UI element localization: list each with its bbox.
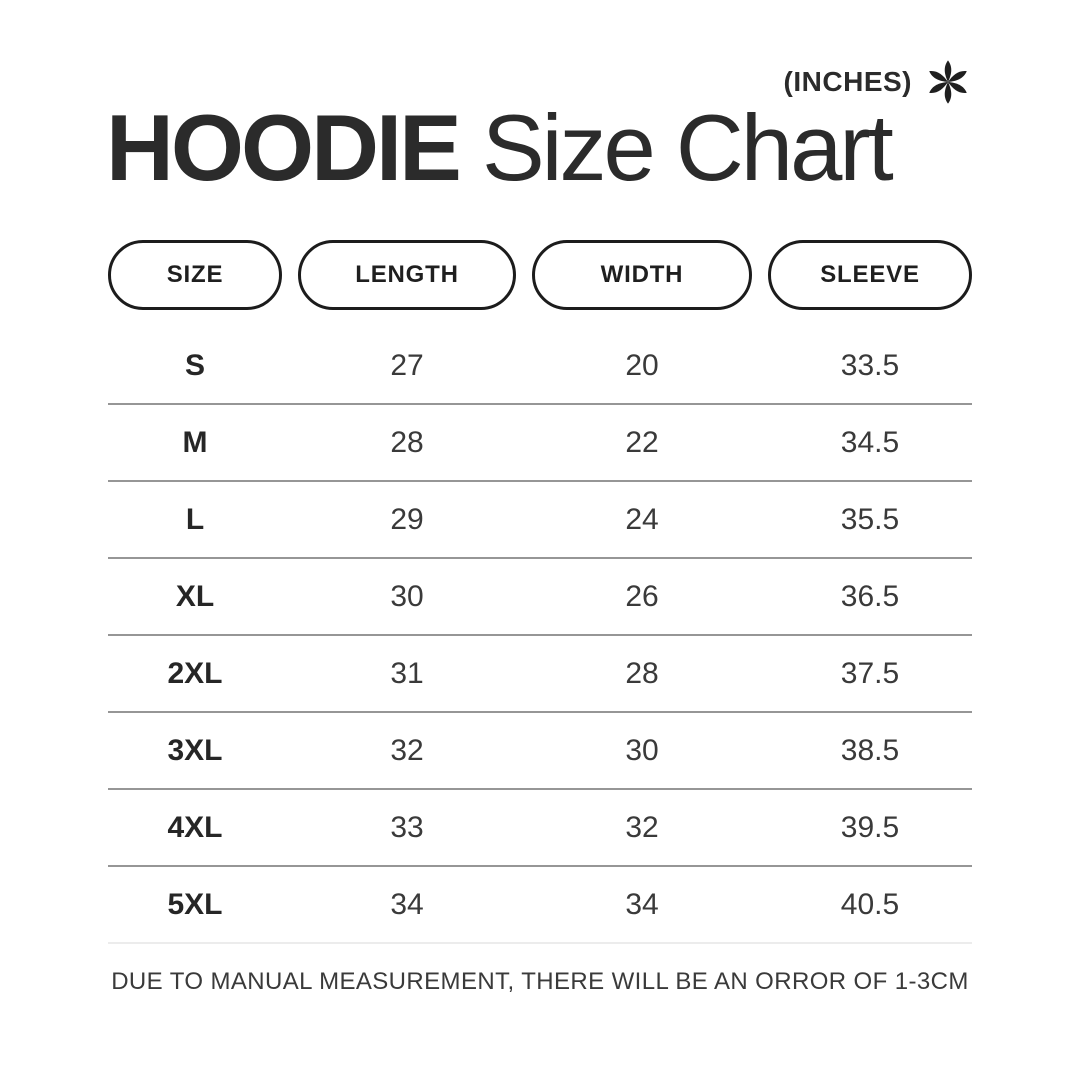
length-cell: 28 — [390, 425, 424, 459]
sleeve-cell: 34.5 — [840, 425, 900, 459]
size-cell: S — [184, 348, 205, 382]
sleeve-cell: 33.5 — [840, 348, 900, 382]
width-cell: 30 — [625, 733, 659, 767]
sleeve-cell: 39.5 — [840, 810, 900, 844]
size-cell: XL — [175, 579, 215, 613]
table-body: S 27 20 33.5 M 28 22 34.5 L 29 24 35.5 X… — [108, 328, 972, 944]
length-cell: 31 — [390, 656, 424, 690]
table-row: M 28 22 34.5 — [108, 405, 972, 482]
asterisk-icon — [929, 60, 967, 104]
table-row: 3XL 32 30 38.5 — [108, 713, 972, 790]
column-header-sleeve: SLEEVE — [768, 240, 972, 310]
sleeve-cell: 36.5 — [840, 579, 900, 613]
size-cell: 3XL — [167, 733, 223, 767]
size-cell: M — [182, 425, 208, 459]
length-cell: 27 — [390, 348, 424, 382]
page-title-suffix: Size Chart — [458, 95, 894, 200]
length-cell: 29 — [390, 502, 424, 536]
width-cell: 34 — [625, 887, 659, 921]
unit-label: (INCHES) — [783, 66, 912, 97]
width-cell: 24 — [625, 502, 659, 536]
size-cell: 2XL — [167, 656, 223, 690]
width-cell: 26 — [625, 579, 659, 613]
length-cell: 30 — [390, 579, 424, 613]
page-title-product: HOODIE — [106, 95, 462, 200]
column-header-size: SIZE — [108, 240, 282, 310]
width-cell: 20 — [625, 348, 659, 382]
table-header-row: SIZE LENGTH WIDTH SLEEVE — [108, 240, 972, 310]
sleeve-cell: 40.5 — [840, 887, 900, 921]
sleeve-cell: 35.5 — [840, 502, 900, 536]
size-cell: 5XL — [167, 887, 223, 921]
size-cell: L — [185, 502, 205, 536]
sleeve-cell: 37.5 — [840, 656, 900, 690]
width-cell: 28 — [625, 656, 659, 690]
table-row: XL 30 26 36.5 — [108, 559, 972, 636]
length-cell: 34 — [390, 887, 424, 921]
sleeve-cell: 38.5 — [840, 733, 900, 767]
width-cell: 32 — [625, 810, 659, 844]
column-header-width: WIDTH — [532, 240, 752, 310]
measurement-disclaimer: DUE TO MANUAL MEASUREMENT, THERE WILL BE… — [111, 968, 969, 995]
page-title: HOODIE Size Chart — [106, 95, 894, 200]
width-cell: 22 — [625, 425, 659, 459]
length-cell: 33 — [390, 810, 424, 844]
size-cell: 4XL — [167, 810, 223, 844]
length-cell: 32 — [390, 733, 424, 767]
column-header-length: LENGTH — [298, 240, 516, 310]
size-table: SIZE LENGTH WIDTH SLEEVE S 27 20 33.5 M … — [108, 240, 972, 944]
table-row: 4XL 33 32 39.5 — [108, 790, 972, 867]
table-row: S 27 20 33.5 — [108, 328, 972, 405]
unit-row: (INCHES) — [784, 56, 974, 108]
table-row: 5XL 34 34 40.5 — [108, 867, 972, 944]
table-row: L 29 24 35.5 — [108, 482, 972, 559]
table-row: 2XL 31 28 37.5 — [108, 636, 972, 713]
